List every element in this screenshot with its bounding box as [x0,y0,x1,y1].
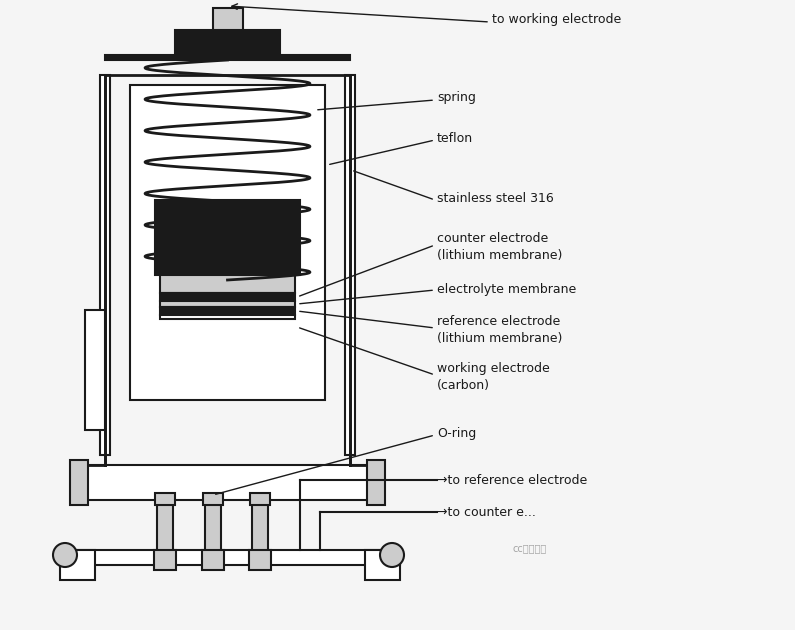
Text: reference electrode
(lithium membrane): reference electrode (lithium membrane) [437,315,562,345]
Circle shape [53,543,77,567]
Bar [100,75,110,455]
Text: counter electrode
(lithium membrane): counter electrode (lithium membrane) [437,232,562,262]
Bar [85,465,370,500]
Bar [205,500,221,555]
Text: spring: spring [437,91,476,105]
Text: electrolyte membrane: electrolyte membrane [437,282,576,295]
Bar [252,500,268,555]
Bar [157,500,173,555]
Bar [367,460,385,505]
Bar [345,75,355,455]
Bar [60,550,400,565]
Bar [203,493,223,505]
Bar [85,310,105,430]
Text: teflon: teflon [437,132,473,144]
Text: O-ring: O-ring [437,428,476,440]
Text: →to reference electrode: →to reference electrode [437,474,588,486]
Bar [105,55,350,60]
Bar [160,307,295,315]
Text: cc锂电前沿: cc锂电前沿 [513,543,547,553]
Bar [130,85,325,400]
Bar [155,493,175,505]
Text: to working electrode: to working electrode [492,13,621,26]
Bar [70,460,88,505]
Bar [160,275,295,293]
Bar [60,550,95,580]
Bar [154,550,176,570]
Bar [160,293,295,301]
Circle shape [380,543,404,567]
Bar [202,550,224,570]
Bar [250,493,270,505]
Bar [175,30,280,55]
Text: stainless steel 316: stainless steel 316 [437,192,554,205]
Bar [212,8,242,30]
Bar [155,200,300,275]
Bar [160,301,295,307]
Bar [365,550,400,580]
Text: →to counter e...: →to counter e... [437,505,536,518]
Text: working electrode
(carbon): working electrode (carbon) [437,362,550,392]
Bar [249,550,271,570]
Bar [160,315,295,319]
